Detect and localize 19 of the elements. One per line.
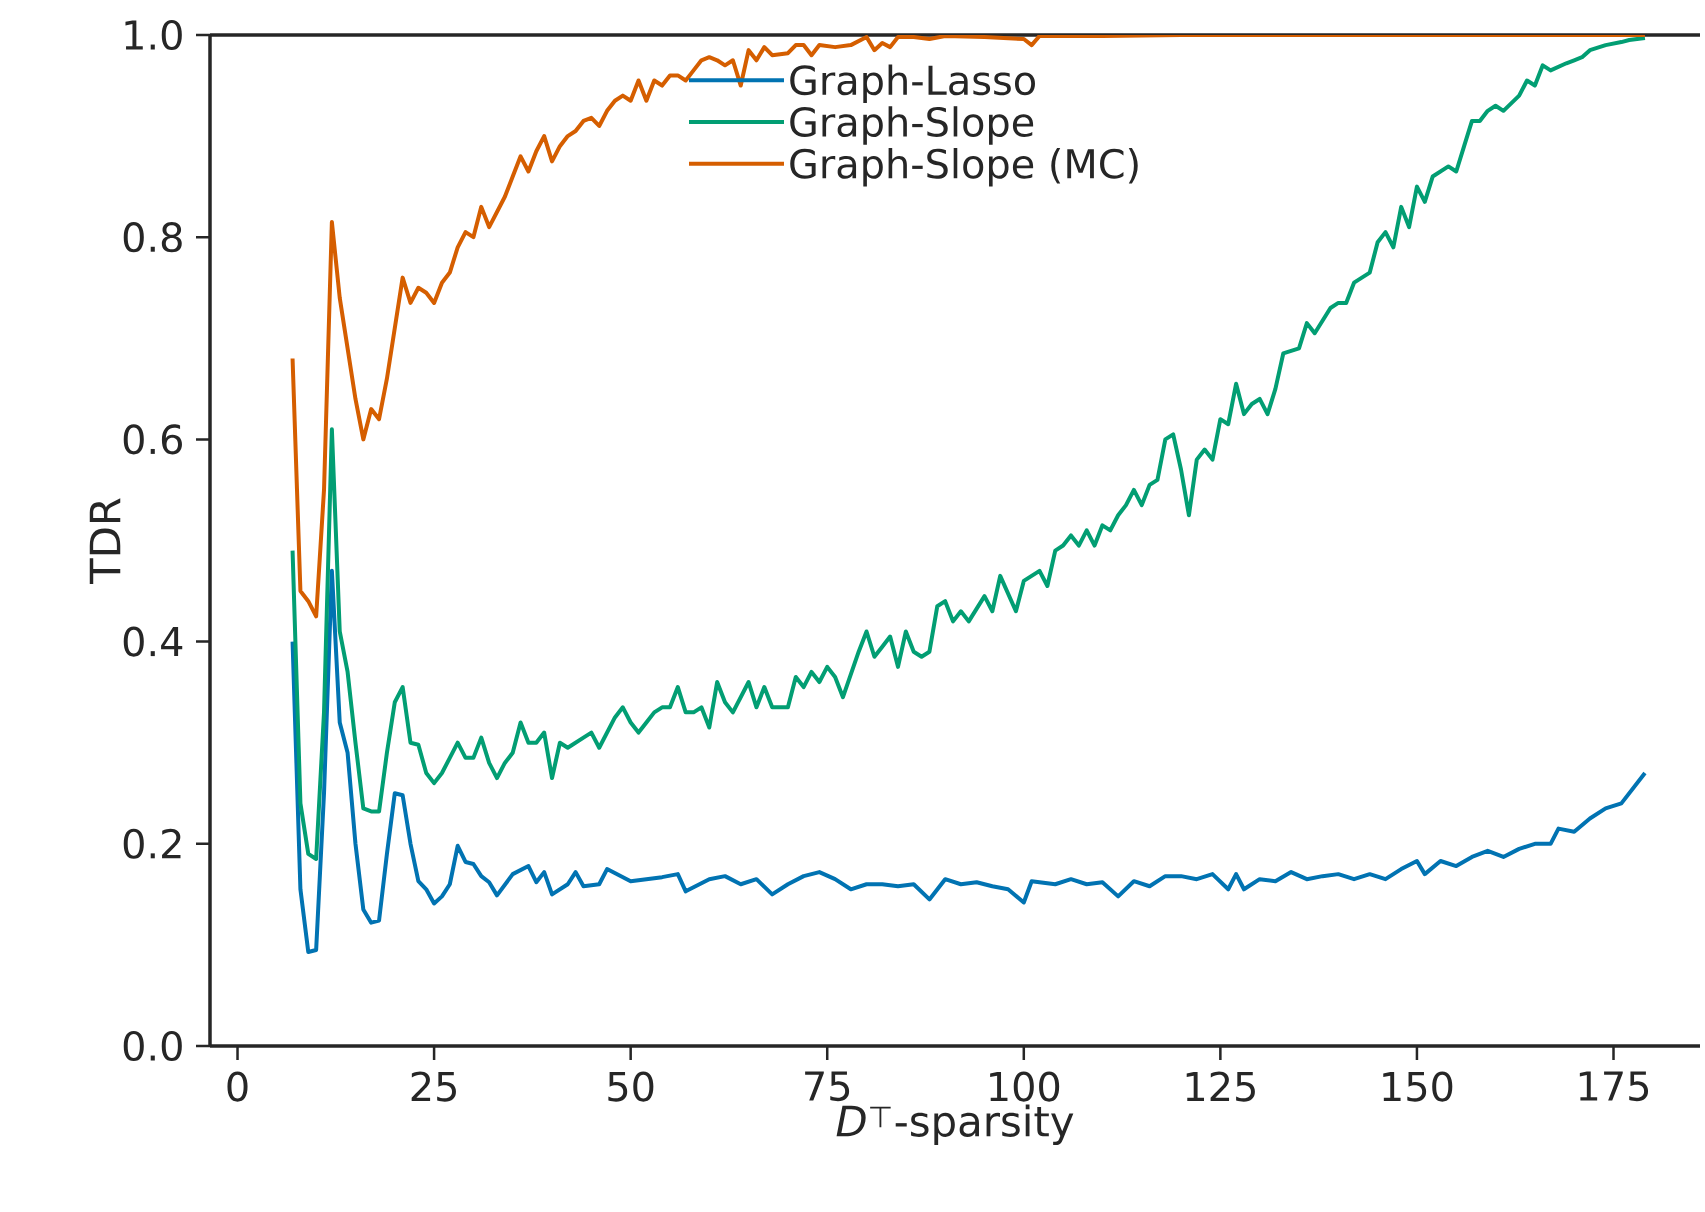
x-tick-label: 0	[227, 1071, 248, 1102]
x-tick-label: 125	[1186, 1071, 1255, 1102]
legend-label: Graph-Slope (MC)	[790, 147, 1138, 187]
y-tick-label: 0.8	[123, 222, 182, 253]
x-tick-label: 150	[1383, 1071, 1453, 1102]
legend-label: Graph-Lasso	[790, 64, 1035, 104]
y-tick-label: 0.0	[123, 1030, 182, 1062]
x-tick-label: 50	[608, 1071, 654, 1102]
x-tick-label: 100	[990, 1071, 1060, 1102]
x-tick-label: 25	[411, 1071, 456, 1102]
x-tick-label: 75	[805, 1071, 850, 1102]
y-tick-label: 0.4	[123, 626, 183, 657]
y-tick-label: 1.0	[125, 19, 182, 51]
x-axis-title: D$^{⊤}$-sparsity	[836, 1104, 1074, 1145]
x-tick-label: 175	[1579, 1071, 1649, 1102]
y-axis-title: TDR	[89, 498, 121, 585]
y-tick-label: 0.2	[123, 828, 181, 859]
legend-label: Graph-Slope	[790, 106, 1034, 145]
y-tick-label: 0.6	[123, 424, 182, 455]
